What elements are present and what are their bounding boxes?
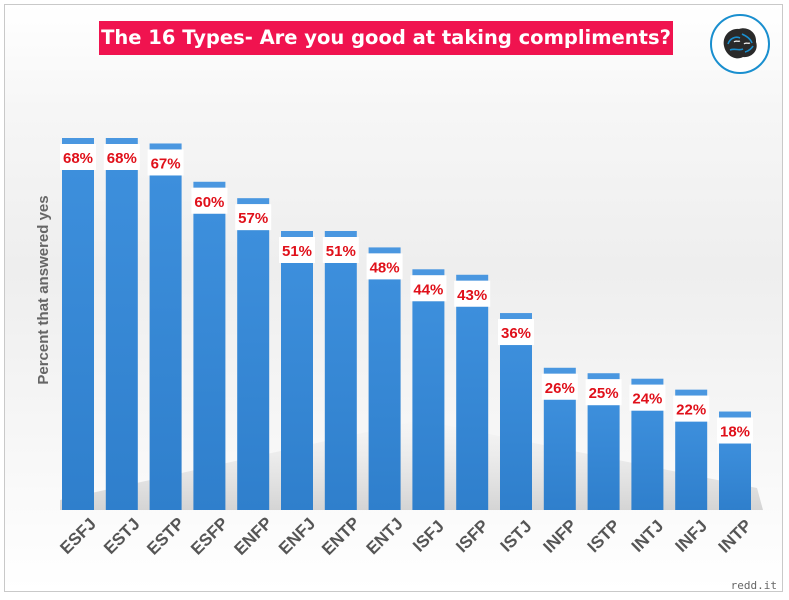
watermark: redd.it [730, 579, 777, 592]
x-tick-label: INTJ [628, 516, 667, 555]
x-tick-label: ESTJ [100, 514, 144, 558]
bar-cap-infp [543, 367, 576, 374]
x-tick-label: ENTP [318, 513, 363, 558]
x-tick-label: ISTP [584, 516, 624, 556]
x-tick-label: ENTJ [363, 514, 407, 558]
x-tick-label: INFP [539, 516, 580, 557]
bar-cap-estj [105, 138, 138, 144]
value-label-box [498, 319, 534, 346]
value-label: 26% [545, 380, 575, 397]
bar-infp [543, 399, 576, 510]
bar-cap-esfj [62, 138, 94, 144]
value-label-box [541, 373, 578, 400]
x-tick-label: ISFJ [409, 517, 448, 556]
bar-cap-infj [675, 389, 708, 396]
bar-cap-istj [500, 313, 532, 320]
bar-cap-entj [368, 247, 401, 254]
value-label-box [717, 417, 753, 444]
x-tick-label: INTP [715, 516, 756, 557]
value-label: 48% [370, 259, 400, 276]
bar-intp [719, 443, 751, 510]
value-label: 44% [413, 281, 443, 298]
value-label: 43% [457, 287, 487, 304]
bar-entp [324, 263, 357, 510]
x-tick-label: ISTJ [497, 517, 536, 556]
value-label: 51% [282, 243, 312, 260]
x-tick-label: ESFJ [56, 514, 100, 558]
x-tick-label: ISFP [452, 516, 492, 556]
bar-cap-esfp [193, 181, 226, 188]
value-label: 36% [501, 325, 531, 342]
bar-estp [149, 175, 182, 510]
bar-cap-istp [587, 373, 620, 380]
value-label: 22% [676, 402, 706, 419]
x-tick-label: ENFP [231, 513, 276, 558]
bar-istj [500, 345, 532, 510]
value-label: 18% [720, 424, 750, 441]
bar-cap-enfp [237, 198, 270, 205]
bar-cap-isfp [456, 274, 489, 281]
bar-cap-intp [719, 411, 751, 418]
value-label: 67% [151, 155, 181, 172]
value-label-box [60, 144, 96, 170]
x-tick-label: ESTP [143, 514, 188, 559]
bar-cap-estp [149, 143, 182, 150]
bar-estj [105, 170, 138, 510]
value-label-box [103, 144, 140, 170]
bar-entj [368, 279, 401, 510]
floor-shadow [60, 420, 763, 510]
bar-isfp [456, 306, 489, 510]
value-label-box [191, 187, 228, 214]
x-tick-label: INFJ [672, 516, 711, 555]
bar-infj [675, 421, 708, 510]
value-label-box [454, 280, 491, 307]
bar-intj [631, 410, 664, 510]
x-tick-label: ENFJ [275, 514, 319, 558]
value-label-box [322, 237, 359, 263]
value-label: 51% [326, 243, 356, 260]
bar-cap-intj [631, 378, 664, 385]
value-label: 24% [632, 391, 662, 408]
value-label-box [147, 149, 184, 176]
bar-cap-isfj [412, 269, 445, 276]
value-label: 68% [63, 150, 93, 167]
value-label-box [410, 275, 447, 302]
value-label-box [673, 395, 710, 422]
value-label-box [235, 204, 272, 231]
chart-title: The 16 Types- Are you good at taking com… [99, 21, 673, 55]
value-label-box [585, 379, 622, 406]
value-label: 57% [238, 210, 268, 227]
bar-cap-enfj [281, 231, 313, 237]
bar-enfj [281, 263, 313, 510]
brain-circle-logo-icon [710, 14, 770, 74]
value-label: 68% [107, 150, 137, 167]
bar-enfp [237, 230, 270, 511]
bar-cap-entp [324, 231, 357, 237]
value-label-box [629, 384, 666, 411]
value-label-box [279, 237, 315, 263]
value-label: 25% [589, 385, 619, 402]
bar-isfj [412, 301, 445, 510]
bar-esfp [193, 213, 226, 510]
value-label: 60% [194, 194, 224, 211]
value-label-box [366, 253, 403, 280]
bar-esfj [62, 170, 94, 510]
bar-istp [587, 405, 620, 510]
x-tick-label: ESFP [187, 514, 232, 559]
